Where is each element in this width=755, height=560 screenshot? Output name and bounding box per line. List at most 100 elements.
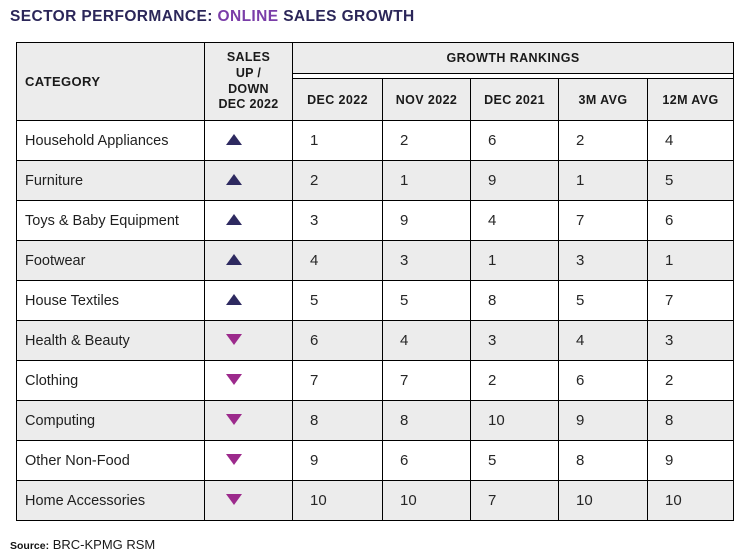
table-row: Clothing 7 7 2 6 2 [16,360,735,401]
rank-cell: 10 [382,480,471,521]
rank-cell: 9 [292,440,383,481]
rank-cell: 2 [292,160,383,201]
title-accent: ONLINE [217,8,279,25]
table-header: CATEGORY SALES UP / DOWN DEC 2022 GROWTH… [16,42,735,121]
category-cell: Clothing [16,360,205,401]
category-cell: Other Non-Food [16,440,205,481]
rank-cell: 4 [382,320,471,361]
down-arrow-icon [226,493,242,505]
rank-cell: 9 [646,440,735,481]
rank-cell: 5 [292,280,383,321]
rank-cell: 9 [382,200,471,241]
trend-cell [204,480,293,521]
header-growth-rankings: GROWTH RANKINGS [291,42,735,74]
rank-cell: 8 [646,400,735,441]
category-cell: Footwear [16,240,205,281]
rank-cell: 6 [646,200,735,241]
category-cell: Household Appliances [16,120,205,161]
trend-cell [204,240,293,281]
rank-cell: 7 [292,360,383,401]
table-row: Health & Beauty 6 4 3 4 3 [16,320,735,361]
header-col-dec-2021: DEC 2021 [470,78,559,121]
rank-cell: 1 [382,160,471,201]
rank-cell: 3 [558,240,648,281]
sector-performance-table: CATEGORY SALES UP / DOWN DEC 2022 GROWTH… [16,42,735,521]
table-row: Toys & Baby Equipment 3 9 4 7 6 [16,200,735,241]
rank-cell: 8 [470,280,559,321]
category-cell: Health & Beauty [16,320,205,361]
down-arrow-icon [226,413,242,425]
rank-cell: 5 [382,280,471,321]
category-cell: Toys & Baby Equipment [16,200,205,241]
category-cell: House Textiles [16,280,205,321]
rank-cell: 1 [292,120,383,161]
rank-cell: 8 [382,400,471,441]
rank-cell: 3 [646,320,735,361]
trend-cell [204,200,293,241]
rank-cell: 10 [646,480,735,521]
table-row: Home Accessories 10 10 7 10 10 [16,480,735,521]
category-cell: Computing [16,400,205,441]
rank-cell: 10 [470,400,559,441]
header-col-12m-avg: 12M AVG [646,78,735,121]
rank-cell: 3 [470,320,559,361]
rank-cell: 9 [470,160,559,201]
rank-cell: 4 [646,120,735,161]
up-arrow-icon [226,293,242,305]
rank-cell: 4 [470,200,559,241]
trend-cell [204,160,293,201]
up-arrow-icon [226,173,242,185]
rank-cell: 8 [292,400,383,441]
title-part1: SECTOR PERFORMANCE: [10,8,218,25]
trend-cell [204,360,293,401]
rank-cell: 10 [558,480,648,521]
source-label: Source: [10,540,50,552]
header-col-dec-2022: DEC 2022 [292,78,383,121]
rank-cell: 10 [292,480,383,521]
table-row: Other Non-Food 9 6 5 8 9 [16,440,735,481]
rank-cell: 1 [470,240,559,281]
rank-cell: 8 [558,440,648,481]
page-title: SECTOR PERFORMANCE: ONLINE SALES GROWTH [10,8,415,26]
table-row: Footwear 4 3 1 3 1 [16,240,735,281]
group-header-row: CATEGORY SALES UP / DOWN DEC 2022 GROWTH… [16,42,735,121]
rank-cell: 7 [382,360,471,401]
trend-cell [204,280,293,321]
rank-cell: 9 [558,400,648,441]
rank-cell: 7 [470,480,559,521]
up-arrow-icon [226,213,242,225]
category-cell: Furniture [16,160,205,201]
rank-cell: 2 [470,360,559,401]
title-part2: SALES GROWTH [278,8,415,25]
up-arrow-icon [226,133,242,145]
rank-cell: 6 [382,440,471,481]
header-category: CATEGORY [16,42,205,121]
rank-cell: 1 [558,160,648,201]
header-col-3m-avg: 3M AVG [558,78,648,121]
rank-cell: 5 [646,160,735,201]
table-body: Household Appliances 1 2 6 2 4 Furniture… [16,120,735,521]
source-note: Source: BRC-KPMG RSM [10,536,155,554]
rank-cell: 4 [292,240,383,281]
rank-cell: 7 [646,280,735,321]
rank-cell: 4 [558,320,648,361]
header-sales-updown: SALES UP / DOWN DEC 2022 [204,42,293,121]
down-arrow-icon [226,333,242,345]
down-arrow-icon [226,453,242,465]
rank-cell: 1 [646,240,735,281]
down-arrow-icon [226,373,242,385]
column-header-row: DEC 2022 NOV 2022 DEC 2021 3M AVG 12M AV… [17,78,735,121]
rank-cell: 5 [558,280,648,321]
rank-cell: 7 [558,200,648,241]
source-text: BRC-KPMG RSM [49,537,156,552]
table-row: Computing 8 8 10 9 8 [16,400,735,441]
rank-cell: 3 [292,200,383,241]
header-col-nov-2022: NOV 2022 [382,78,471,121]
rank-cell: 2 [382,120,471,161]
trend-cell [204,440,293,481]
trend-cell [204,400,293,441]
rank-cell: 6 [470,120,559,161]
category-cell: Home Accessories [16,480,205,521]
rank-cell: 5 [470,440,559,481]
